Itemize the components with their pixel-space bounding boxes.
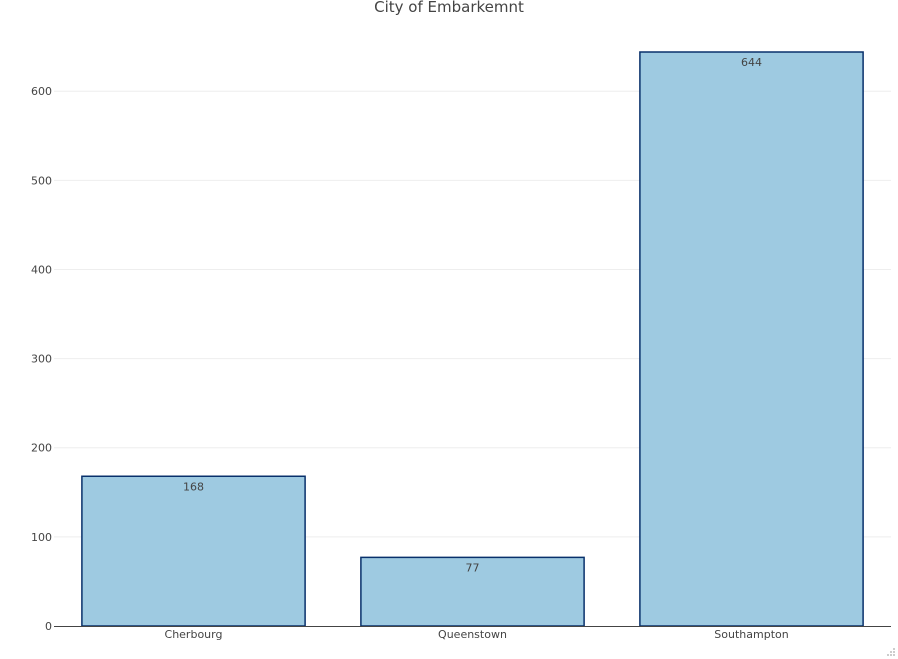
bar-southampton[interactable] [639, 51, 864, 627]
bars [81, 51, 864, 627]
y-tick-label: 200 [31, 442, 52, 455]
x-axis-ticks: Cherbourg Queenstown Southampton [165, 628, 789, 641]
x-tick-label: Southampton [714, 628, 788, 641]
y-tick-label: 100 [31, 531, 52, 544]
y-tick-label: 300 [31, 353, 52, 366]
bar-cherbourg[interactable] [81, 475, 306, 627]
data-label: 77 [466, 561, 480, 574]
y-tick-label: 400 [31, 263, 52, 276]
y-tick-label: 600 [31, 85, 52, 98]
y-axis-ticks: 0 100 200 300 400 500 600 [31, 85, 52, 633]
y-tick-label: 0 [45, 620, 52, 633]
data-labels: 168 77 644 [183, 56, 762, 574]
data-label: 168 [183, 480, 204, 493]
data-label: 644 [741, 56, 762, 69]
resize-handle-icon[interactable] [886, 647, 896, 657]
chart-title: City of Embarkemnt [374, 0, 524, 16]
x-tick-label: Queenstown [438, 628, 507, 641]
x-tick-label: Cherbourg [165, 628, 223, 641]
y-tick-label: 500 [31, 174, 52, 187]
